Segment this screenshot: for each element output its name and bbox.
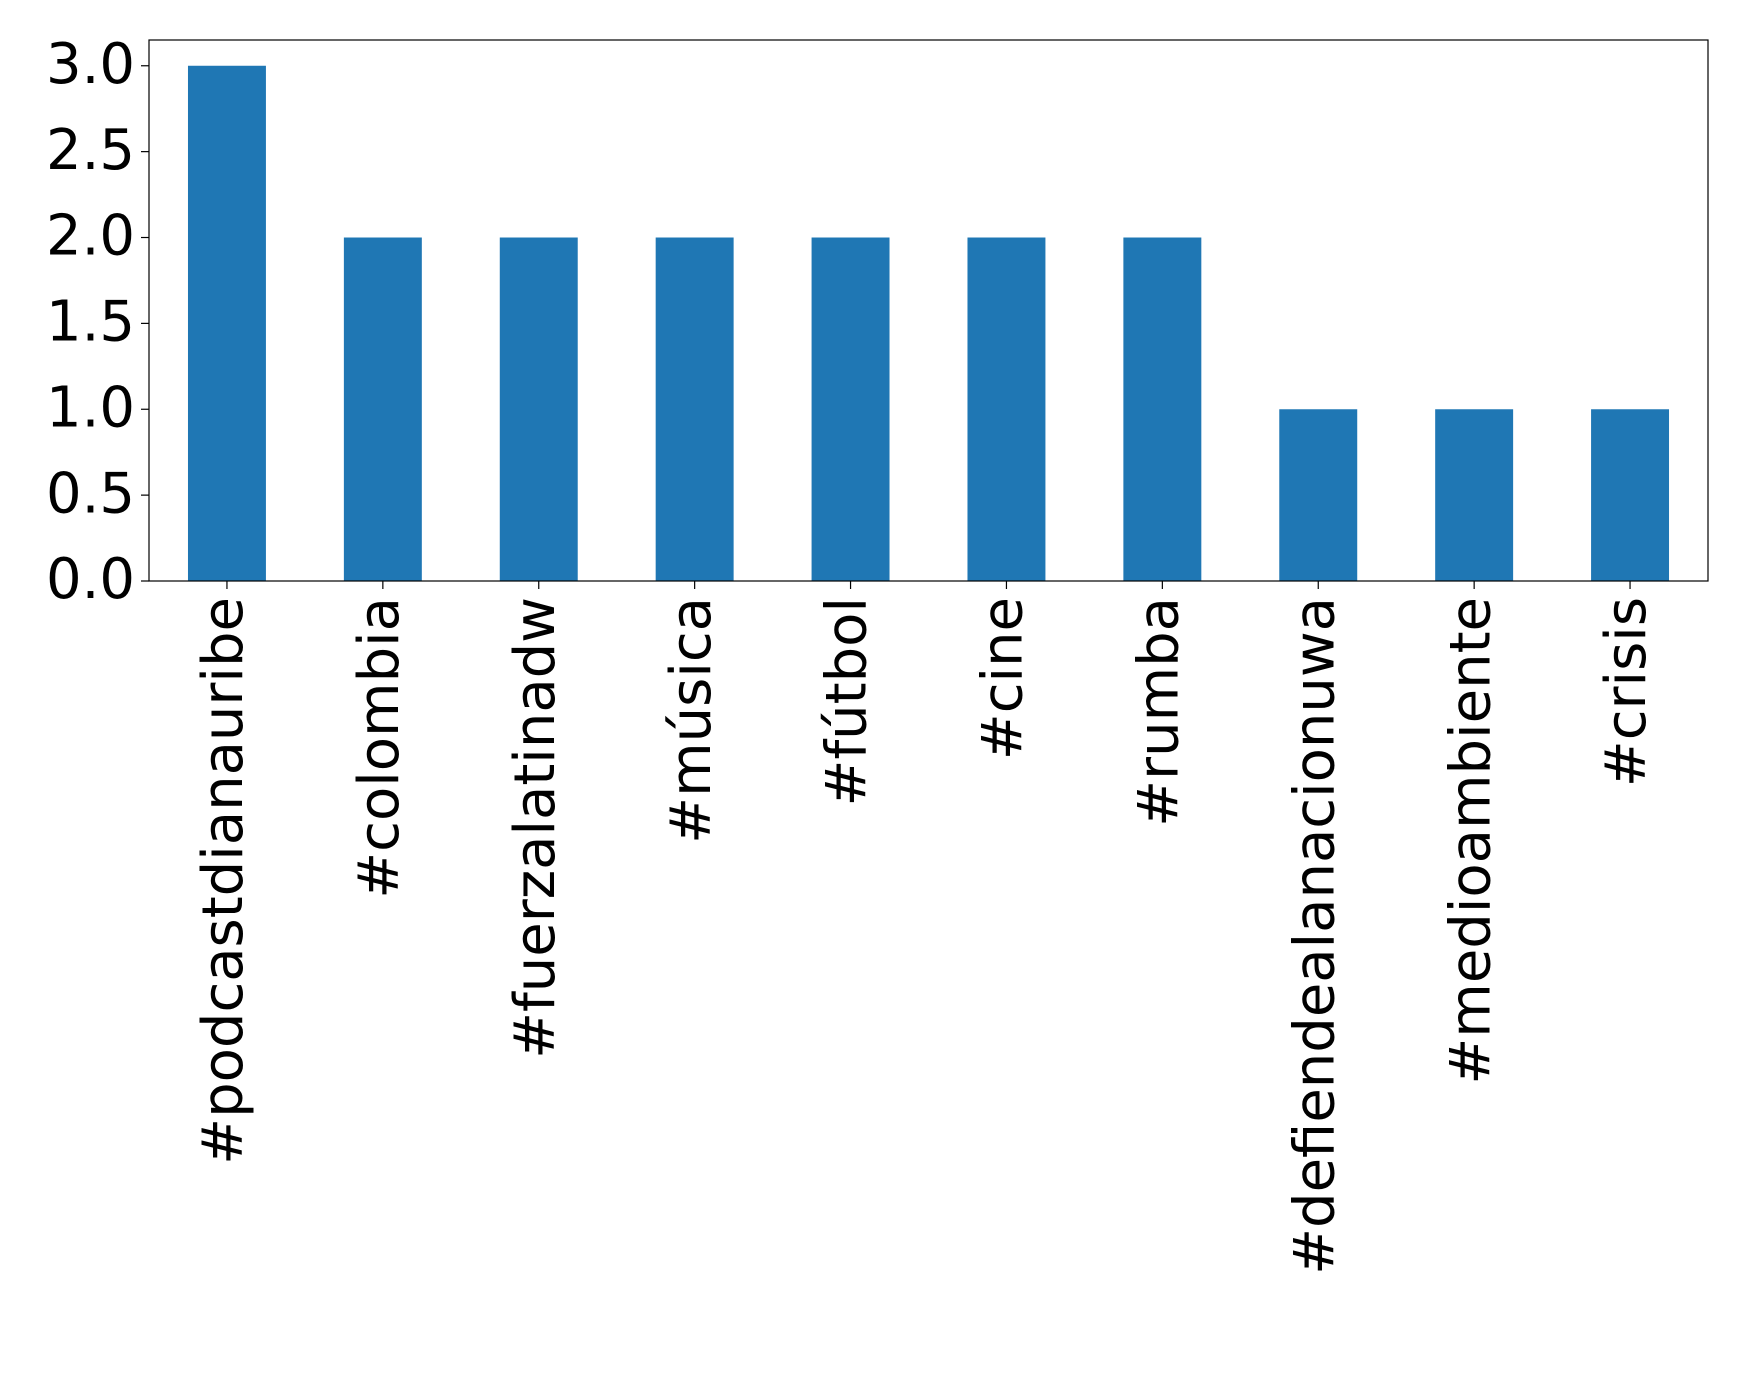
bar [343,237,422,581]
bar [1435,409,1514,581]
x-tick-label: #fuerzalatinadw [503,597,568,1059]
y-tick-label: 2.5 [46,118,135,183]
x-tick-label: #colombia [347,597,412,899]
bar [1279,409,1358,581]
y-tick-label: 2.0 [46,204,135,269]
x-tick-label: #podcastdianauribe [191,597,256,1165]
x-tick-label: #rumba [1126,597,1191,827]
x-tick-label: #cine [971,597,1036,760]
x-tick-label: #crisis [1594,597,1659,787]
y-tick-label: 0.0 [46,547,135,612]
bar [967,237,1046,581]
bar [499,237,578,581]
plot-frame [148,39,1709,582]
x-tick-label: #medioambiente [1438,597,1503,1085]
x-tick-label: #defiendealanacionuwa [1282,597,1347,1275]
y-tick-label: 1.5 [46,290,135,355]
y-tick-label: 3.0 [46,32,135,97]
y-tick-label: 1.0 [46,375,135,440]
bar [1591,409,1670,581]
y-tick-label: 0.5 [46,461,135,526]
x-tick-label: #música [659,597,724,844]
x-tick-label: #fútbol [815,597,880,806]
bar [187,65,266,581]
bar [655,237,734,581]
bar [811,237,890,581]
bar [1123,237,1202,581]
